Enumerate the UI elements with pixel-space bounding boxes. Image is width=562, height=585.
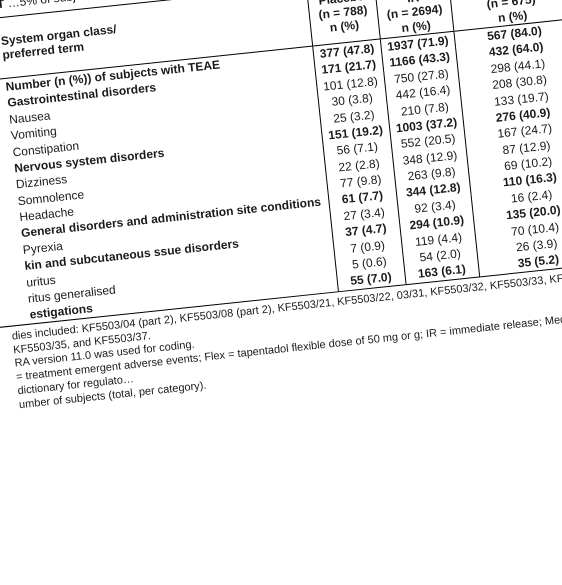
col-unit: n (%)	[401, 18, 432, 35]
table-number-label: T	[0, 0, 5, 11]
col-unit: n (%)	[329, 18, 360, 35]
col-unit: n (%)	[497, 8, 528, 25]
